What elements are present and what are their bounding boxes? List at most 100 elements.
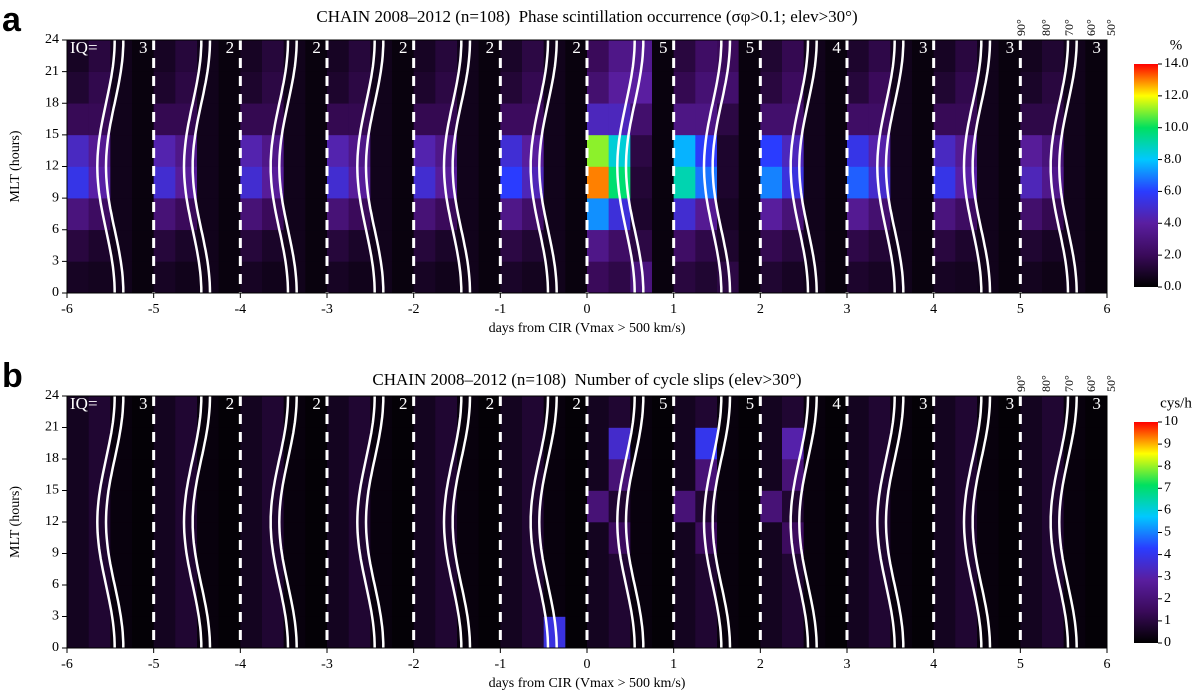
heatmap-cell (348, 396, 371, 428)
heatmap-cell (392, 261, 414, 294)
heatmap-cell (825, 71, 848, 104)
heatmap-cell (912, 585, 934, 617)
heatmap-cell (110, 71, 133, 104)
heatmap-cell (327, 585, 349, 617)
heatmap-cell (110, 459, 133, 491)
heatmap-cell (1085, 71, 1108, 104)
heatmap-cell (847, 459, 869, 491)
heatmap-cell (738, 522, 761, 554)
heatmap-cell (218, 134, 241, 167)
heatmap-cell (998, 585, 1021, 617)
heatmap-cell (218, 522, 241, 554)
heatmap-cell (565, 459, 588, 491)
heatmap-cell (262, 616, 284, 649)
heatmap-cell (262, 229, 284, 262)
iq-value: 2 (486, 38, 495, 57)
heatmap-cell (1085, 616, 1108, 649)
heatmap-cell (370, 459, 393, 491)
heatmap-cell (67, 396, 89, 428)
heatmap-cell (782, 261, 804, 294)
iq-value: 2 (226, 38, 235, 57)
heatmap-cell (478, 427, 501, 460)
heatmap-cell (890, 427, 913, 460)
heatmap-cell (132, 103, 154, 136)
heatmap-cell (717, 71, 739, 104)
heatmap-cell (847, 166, 869, 199)
heatmap-cell (587, 427, 609, 460)
heatmap-cell (283, 198, 306, 231)
colorbar-tick-label: 0.0 (1164, 279, 1182, 294)
heatmap-cell (1020, 459, 1043, 491)
heatmap-cell (565, 103, 588, 136)
heatmap-cell (630, 459, 653, 491)
iq-value: 2 (312, 394, 321, 413)
elevation-contour (356, 39, 376, 294)
heatmap-cell (218, 553, 241, 586)
heatmap-cell (197, 553, 219, 586)
heatmap-cell (218, 396, 241, 428)
heatmap-cell (1063, 427, 1086, 460)
heatmap-cell (305, 396, 328, 428)
heatmap-cell (197, 71, 219, 104)
heatmap-cell (478, 585, 501, 617)
heatmap-cell (587, 166, 609, 199)
heatmap-cell (608, 396, 631, 428)
heatmap-cell (1020, 585, 1043, 617)
heatmap-cell (240, 71, 263, 104)
elevation-contour (876, 39, 896, 294)
x-tick-label: -3 (321, 657, 333, 672)
heatmap-cell (1020, 427, 1043, 460)
y-tick-label: 9 (52, 190, 59, 205)
heatmap-cell (890, 490, 913, 523)
heatmap-cell (478, 198, 501, 231)
heatmap-cell (565, 261, 588, 294)
heatmap-cell (543, 459, 566, 491)
heatmap-cell (760, 522, 783, 554)
elevation-contour (884, 396, 905, 648)
heatmap-cell (933, 229, 956, 262)
heatmap-cell (587, 40, 609, 72)
heatmap-cell (695, 261, 718, 294)
heatmap-cell (1085, 427, 1108, 460)
heatmap-cell (673, 427, 696, 460)
heatmap-cell (868, 40, 891, 72)
heatmap-cell (673, 198, 696, 231)
iq-value: 3 (919, 38, 928, 57)
heatmap-cell (110, 229, 133, 262)
heatmap-cell (110, 522, 133, 554)
heatmap-cell (500, 427, 523, 460)
heatmap-cell (262, 261, 284, 294)
heatmap-cell (67, 261, 89, 294)
y-axis-label: MLT (hours) (8, 130, 23, 202)
iq-value: 3 (1006, 394, 1015, 413)
heatmap-cell (890, 553, 913, 586)
heatmap-cell (912, 198, 934, 231)
heatmap-cell (392, 585, 414, 617)
heatmap-cell (673, 585, 696, 617)
heatmap-cell (67, 459, 89, 491)
heatmap-cell (695, 71, 718, 104)
elevation-contour (182, 40, 203, 293)
heatmap-cell (1085, 522, 1108, 554)
heatmap-cell (890, 616, 913, 649)
heatmap-cell (587, 490, 609, 523)
heatmap-cell (262, 396, 284, 428)
heatmap-cell (478, 553, 501, 586)
heatmap-cell (305, 103, 328, 136)
heatmap-cell (413, 490, 436, 523)
heatmap-cell (457, 261, 479, 294)
heatmap-cell (738, 229, 761, 262)
heatmap-cell (1085, 490, 1108, 523)
heatmap-cell (370, 103, 393, 136)
heatmap-cell (110, 553, 133, 586)
heatmap-cell (413, 459, 436, 491)
heatmap-cell (847, 134, 869, 167)
heatmap-cell (933, 522, 956, 554)
heatmap-cell (825, 459, 848, 491)
heatmap-cell (305, 490, 328, 523)
heatmap-cell (782, 616, 804, 649)
heatmap-cell (435, 40, 458, 72)
heatmap-cell (565, 490, 588, 523)
iq-value: 2 (226, 394, 235, 413)
heatmap-cell (500, 585, 523, 617)
